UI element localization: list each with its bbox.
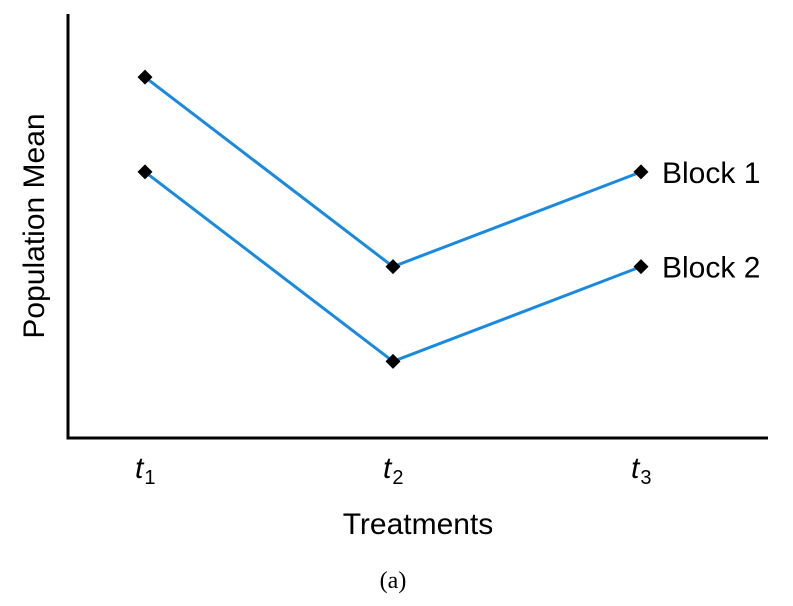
data-point-series-2-1	[137, 164, 153, 180]
data-point-series-1-1	[137, 69, 153, 85]
data-point-series-1-2	[385, 259, 401, 275]
x-tick-label-1: t1	[135, 452, 155, 489]
data-point-series-2-2	[385, 353, 401, 369]
x-tick-label-2: t2	[383, 452, 403, 489]
x-tick-main-1: t	[135, 452, 145, 485]
x-tick-subscript-3: 3	[640, 467, 651, 489]
series-2: Block 2	[137, 164, 760, 369]
y-axis-label: Population Mean	[18, 113, 51, 338]
series-1: Block 1	[137, 69, 760, 275]
x-axis-label: Treatments	[343, 508, 494, 541]
data-point-series-1-3	[633, 164, 649, 180]
x-tick-subscript-1: 1	[144, 467, 155, 489]
series-line-1	[144, 75, 642, 269]
x-tick-main-2: t	[383, 452, 393, 485]
axes	[66, 14, 768, 440]
series-layer: Block 1 Block 2	[137, 69, 760, 369]
x-tick-main-3: t	[631, 452, 641, 485]
figure-caption: (a)	[380, 568, 407, 594]
x-tick-subscript-2: 2	[392, 467, 403, 489]
x-tick-label-3: t3	[631, 452, 651, 489]
series-label-1: Block 1	[662, 157, 760, 190]
x-tick-labels: t1 t2 t3	[135, 452, 651, 489]
series-label-2: Block 2	[662, 252, 760, 285]
data-point-series-2-3	[633, 259, 649, 275]
